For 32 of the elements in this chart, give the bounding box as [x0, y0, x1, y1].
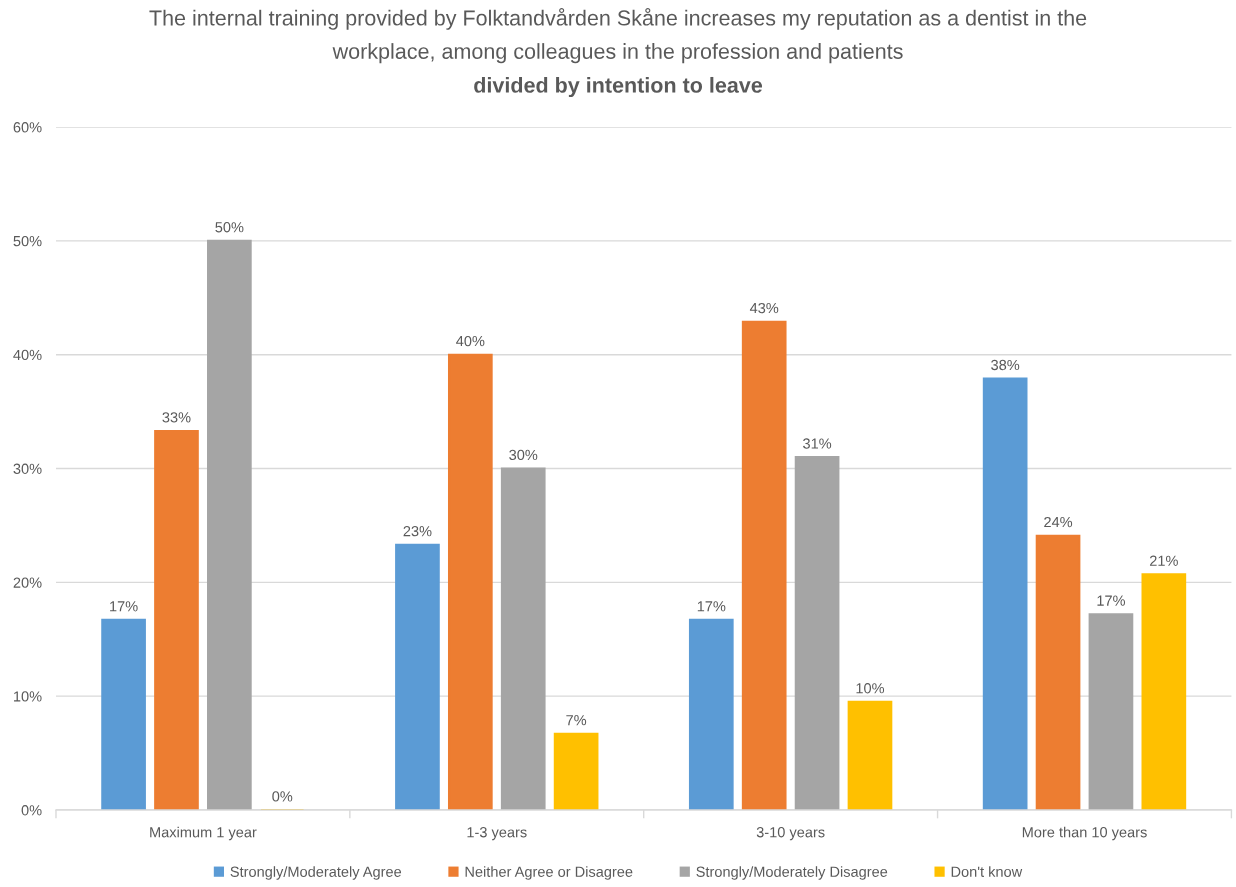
x-tick-label: 3-10 years: [756, 827, 825, 841]
data-label: 21%: [1149, 555, 1178, 566]
data-label: 0%: [272, 791, 293, 802]
data-label: 17%: [110, 601, 138, 612]
legend-label: Don't know: [951, 866, 1023, 877]
x-tick-label: 1-3 years: [467, 827, 527, 841]
data-label: 7%: [566, 715, 587, 726]
data-label: 10%: [856, 683, 885, 694]
data-label: 17%: [697, 601, 726, 612]
data-label: 38%: [991, 359, 1020, 371]
y-tick-label: 10%: [14, 691, 42, 702]
data-label: 23%: [403, 526, 432, 537]
legend-label: Strongly/Moderately Agree: [230, 866, 402, 880]
data-label: 33%: [162, 412, 191, 423]
data-label: 24%: [1044, 516, 1073, 528]
x-tick-label: Maximum 1 year: [150, 826, 257, 841]
data-label: 31%: [803, 438, 832, 449]
data-label: 43%: [749, 302, 779, 314]
data-label: 50%: [215, 222, 244, 233]
chart-subtitle: divided by intention to leave: [474, 76, 763, 98]
y-tick-label: 0%: [21, 805, 42, 816]
legend-label: Neither Agree or Disagree: [465, 866, 633, 880]
legend-label: Strongly/Moderately Disagree: [696, 866, 888, 880]
data-label: 40%: [456, 335, 485, 347]
y-tick-label: 20%: [13, 577, 42, 588]
x-tick-label: More than 10 years: [1022, 826, 1147, 841]
data-label: 17%: [1097, 595, 1126, 606]
y-tick-label: 30%: [13, 463, 42, 474]
y-tick-label: 50%: [13, 235, 42, 247]
data-label: 30%: [509, 449, 538, 461]
y-tick-label: 60%: [13, 122, 42, 133]
y-tick-label: 40%: [13, 349, 42, 361]
